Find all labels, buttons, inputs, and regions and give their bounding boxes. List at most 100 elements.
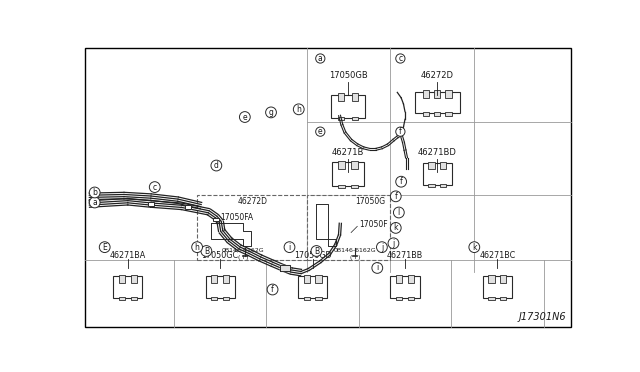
Bar <box>348 202 355 209</box>
Circle shape <box>390 191 401 202</box>
Bar <box>236 203 274 220</box>
Text: 46271B: 46271B <box>332 148 364 157</box>
Text: 46271BD: 46271BD <box>418 148 457 157</box>
Circle shape <box>192 242 202 253</box>
Text: f: f <box>400 177 403 186</box>
Bar <box>351 161 358 169</box>
Text: a: a <box>318 54 323 63</box>
Circle shape <box>372 263 383 273</box>
Bar <box>211 297 218 300</box>
Text: 17050F: 17050F <box>359 220 387 229</box>
Text: 46272D: 46272D <box>421 71 454 80</box>
Text: B: B <box>314 247 319 256</box>
Bar <box>483 276 512 298</box>
Bar <box>303 275 310 283</box>
Text: B: B <box>204 247 209 256</box>
Circle shape <box>388 238 399 249</box>
Text: 0B146-6162G: 0B146-6162G <box>222 248 264 253</box>
Bar <box>211 275 218 283</box>
Text: i: i <box>289 243 291 251</box>
Bar <box>440 184 446 187</box>
Bar <box>351 185 358 188</box>
Bar <box>119 297 125 300</box>
Bar <box>488 297 495 300</box>
Circle shape <box>267 284 278 295</box>
Text: j: j <box>381 243 383 251</box>
Bar <box>316 275 321 283</box>
Bar <box>338 117 344 120</box>
Bar <box>428 162 435 169</box>
Text: h: h <box>195 243 200 251</box>
Bar <box>242 219 248 223</box>
Circle shape <box>311 246 322 256</box>
Bar <box>332 163 364 186</box>
Bar <box>148 202 154 206</box>
Bar <box>488 275 495 283</box>
Bar <box>415 92 460 113</box>
Text: 46271BA: 46271BA <box>109 251 146 260</box>
Bar <box>185 205 191 209</box>
Bar <box>261 202 268 209</box>
Text: 17050GC: 17050GC <box>202 251 239 260</box>
Bar <box>390 276 420 298</box>
Bar <box>205 276 235 298</box>
Bar <box>356 219 362 223</box>
Bar <box>197 195 307 260</box>
Text: J17301N6: J17301N6 <box>519 312 566 322</box>
Text: 46272D: 46272D <box>237 197 268 206</box>
Circle shape <box>396 54 405 63</box>
Bar <box>435 90 440 98</box>
Bar <box>363 202 369 209</box>
Text: e: e <box>318 127 323 136</box>
Circle shape <box>316 54 325 63</box>
Bar <box>428 184 435 187</box>
Bar <box>242 202 248 209</box>
Text: j: j <box>392 239 395 248</box>
Bar <box>408 297 414 300</box>
Bar <box>396 275 402 283</box>
Circle shape <box>284 242 295 253</box>
Bar <box>422 163 452 185</box>
Text: ( l ): ( l ) <box>238 255 248 260</box>
Bar <box>435 112 440 116</box>
Bar <box>113 276 143 298</box>
Circle shape <box>201 246 212 256</box>
Circle shape <box>376 242 387 253</box>
Circle shape <box>99 242 110 253</box>
Circle shape <box>396 127 405 136</box>
Bar <box>500 297 506 300</box>
Bar <box>119 275 125 283</box>
Text: g: g <box>269 108 273 117</box>
Bar <box>303 297 310 300</box>
Text: a: a <box>92 198 97 207</box>
Bar <box>352 117 358 120</box>
Text: c: c <box>153 183 157 192</box>
Bar <box>339 185 344 188</box>
Text: i: i <box>376 263 378 272</box>
Bar <box>223 297 229 300</box>
Bar <box>339 161 344 169</box>
Text: e: e <box>243 112 247 122</box>
Bar <box>298 276 327 298</box>
Bar <box>307 195 390 260</box>
Bar <box>131 297 137 300</box>
Bar <box>316 297 321 300</box>
Text: b: b <box>92 188 97 197</box>
Text: ( l ): ( l ) <box>349 255 360 260</box>
Circle shape <box>149 182 160 192</box>
Circle shape <box>469 242 480 253</box>
Circle shape <box>211 160 221 171</box>
Bar <box>396 297 402 300</box>
Text: E: E <box>102 243 107 251</box>
Bar <box>131 275 137 283</box>
Bar <box>348 219 355 223</box>
Bar <box>331 95 365 118</box>
Text: c: c <box>398 54 403 63</box>
Bar <box>423 90 429 98</box>
Bar <box>252 202 258 209</box>
Circle shape <box>390 222 401 233</box>
Bar <box>213 218 220 221</box>
Polygon shape <box>280 265 289 271</box>
Text: f: f <box>399 127 402 136</box>
Bar <box>344 203 373 220</box>
